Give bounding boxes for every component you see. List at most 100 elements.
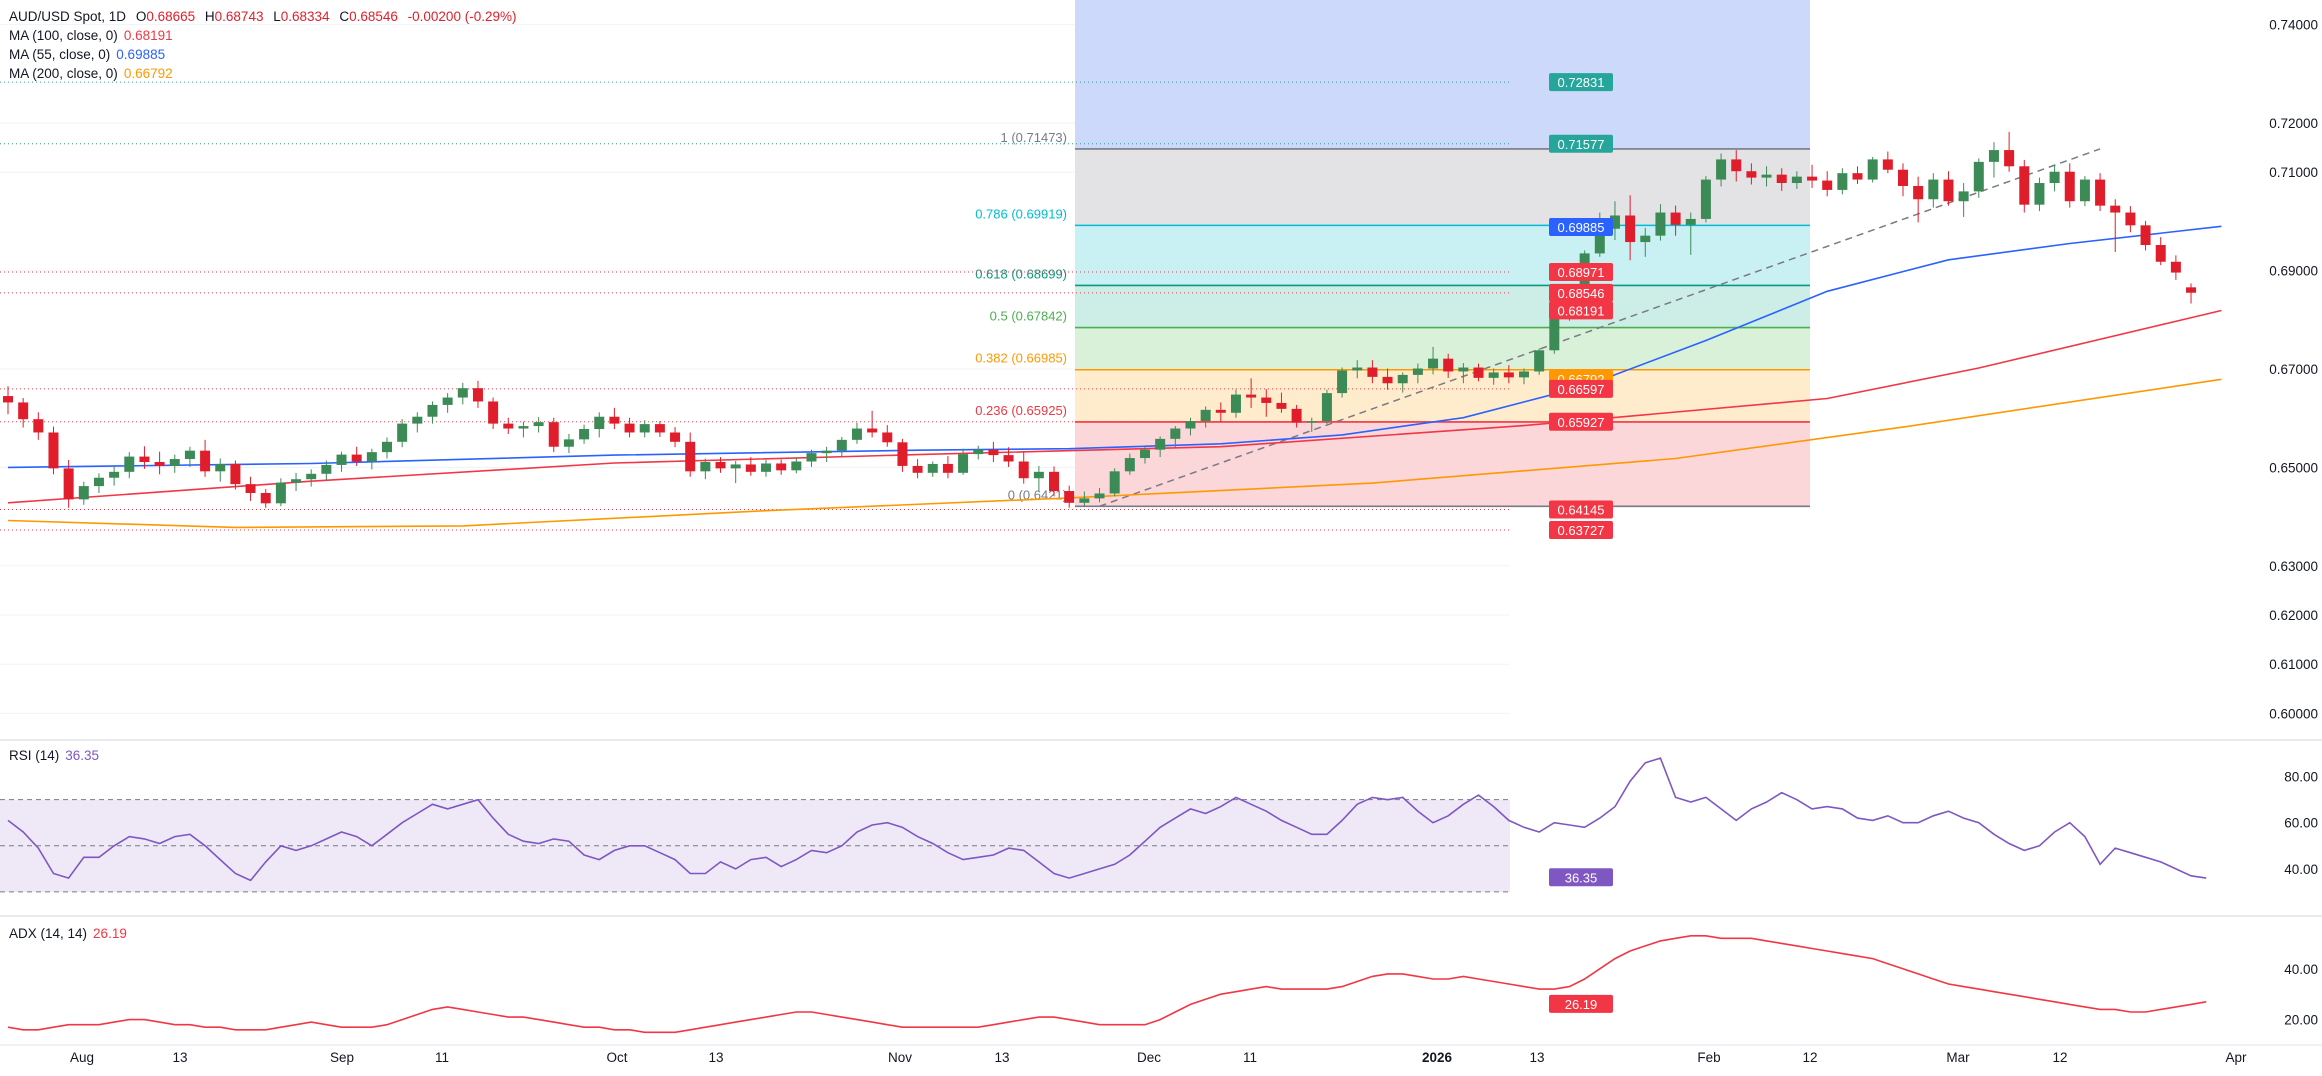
candle-body — [2079, 179, 2090, 202]
candle — [427, 401, 438, 424]
candle-body — [1412, 368, 1423, 375]
candle — [897, 438, 908, 472]
candle-body — [2095, 179, 2106, 206]
ma100-value: 0.68191 — [123, 28, 173, 43]
time-axis-label: Feb — [1697, 1050, 1720, 1065]
time-axis-label: 13 — [172, 1050, 187, 1065]
fib-level-label: 0.786 (0.69919) — [975, 206, 1067, 221]
candle-body — [442, 397, 453, 405]
candle — [776, 459, 787, 475]
candle-body — [1534, 350, 1545, 372]
candle-body — [791, 461, 802, 471]
candle-body — [1670, 212, 1681, 225]
candle — [109, 466, 120, 486]
candle — [260, 489, 271, 508]
candle-body — [518, 426, 529, 429]
candle — [1397, 372, 1408, 393]
candle-body — [624, 423, 635, 433]
candle — [1898, 163, 1908, 197]
candle-body — [1124, 458, 1135, 472]
candle — [1731, 150, 1742, 182]
candle-body — [1882, 159, 1893, 170]
moving-average-line — [7, 225, 2222, 469]
candle — [579, 424, 590, 444]
candle-body — [2004, 150, 2015, 167]
price-tick-label: 0.71000 — [2269, 165, 2318, 180]
candle — [1155, 436, 1166, 458]
candle-body — [806, 453, 817, 462]
open-value: 0.68665 — [146, 9, 196, 24]
candle-body — [1928, 179, 1939, 200]
candle — [1655, 204, 1666, 241]
candle-body — [3, 396, 13, 403]
candle — [1064, 485, 1075, 508]
price-tick-label: 0.72000 — [2269, 116, 2318, 131]
candle-body — [1898, 169, 1908, 186]
adx-tick-label: 20.00 — [2284, 1013, 2318, 1028]
candle — [1261, 389, 1272, 417]
fib-level-label: 0.5 (0.67842) — [990, 309, 1067, 324]
candle-body — [1321, 393, 1332, 422]
candle — [1640, 227, 1651, 257]
candle-body — [1458, 367, 1469, 372]
candle-body — [654, 424, 665, 433]
candle — [1988, 142, 1999, 178]
candle-body — [1428, 358, 1439, 369]
price-tick-label: 0.74000 — [2269, 18, 2318, 33]
candle-body — [63, 468, 74, 500]
candle-body — [2155, 245, 2166, 262]
candle — [1928, 173, 1939, 208]
price-tick-label: 0.69000 — [2269, 264, 2318, 279]
price-tag — [1549, 412, 1613, 431]
candle — [200, 439, 211, 477]
candle — [1140, 447, 1150, 464]
rsi-band — [0, 799, 1510, 892]
candle-body — [2049, 171, 2060, 184]
candle-body — [836, 439, 847, 451]
candle — [275, 478, 286, 507]
price-tag — [1549, 134, 1613, 153]
candle-body — [776, 463, 787, 471]
candle — [2095, 173, 2106, 212]
change-value: -0.00200 (-0.29%) — [407, 9, 517, 24]
candle-body — [472, 388, 483, 402]
adx-line — [7, 935, 2207, 1034]
candle — [1215, 402, 1226, 423]
candle-body — [230, 463, 241, 485]
candle — [1913, 176, 1924, 223]
ma200-label: MA (200, close, 0) — [9, 66, 118, 81]
candle — [973, 445, 984, 460]
candle — [654, 421, 665, 437]
candle — [685, 432, 696, 477]
candle — [2186, 283, 2197, 304]
candle-body — [1352, 367, 1363, 371]
candle — [1003, 447, 1014, 467]
price-tag-label: 0.64145 — [1558, 502, 1605, 517]
candle-body — [382, 441, 392, 453]
candle-body — [533, 422, 544, 427]
candle — [1625, 195, 1636, 261]
time-axis-label: 12 — [2052, 1050, 2067, 1065]
candle — [1458, 363, 1469, 384]
candle — [1382, 368, 1393, 390]
candle — [1428, 346, 1439, 375]
candle-body — [609, 416, 620, 424]
candle — [1488, 368, 1499, 385]
candle-body — [1776, 174, 1787, 184]
candle — [230, 460, 241, 490]
candle — [33, 412, 44, 440]
candle — [715, 457, 726, 473]
candle-body — [973, 449, 984, 455]
candle — [761, 460, 771, 477]
candle — [609, 407, 620, 430]
candle-body — [1594, 228, 1605, 254]
candle-body — [1200, 409, 1211, 422]
rsi-tick-label: 40.00 — [2284, 862, 2318, 877]
candle — [1519, 368, 1529, 385]
candle — [1503, 365, 1514, 384]
candle-body — [730, 464, 741, 469]
candle — [124, 452, 135, 479]
candle — [1094, 488, 1105, 503]
candle-body — [1988, 150, 1999, 162]
